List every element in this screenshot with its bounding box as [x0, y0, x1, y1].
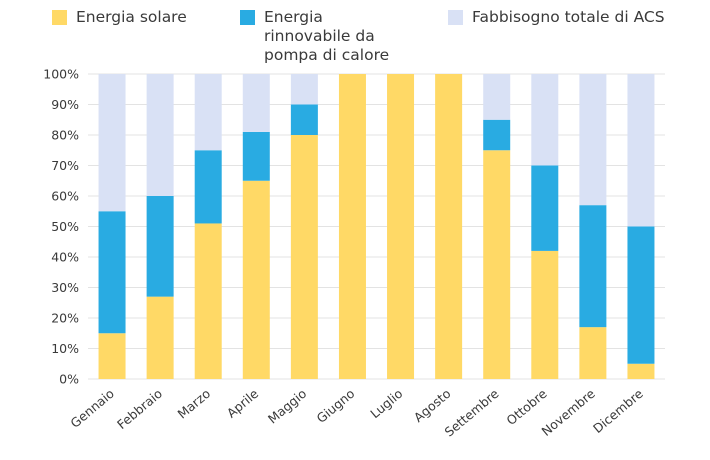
- bar-segment-heat-pump: [627, 226, 655, 364]
- bar-segment-solar: [194, 223, 222, 379]
- bar-segment-total: [242, 74, 270, 132]
- bar-segment-solar: [146, 296, 174, 379]
- bar-segment-total: [579, 74, 607, 206]
- bar-segment-heat-pump: [531, 165, 559, 251]
- legend-swatch-total: [448, 10, 463, 25]
- legend-item-total: Fabbisogno totale di ACS: [448, 8, 665, 27]
- bar-segment-heat-pump: [242, 131, 270, 181]
- bar-segment-solar: [98, 333, 126, 379]
- bar-segment-heat-pump: [579, 205, 607, 328]
- x-tick-label: Aprile: [224, 386, 262, 421]
- bar-segment-total: [290, 74, 318, 105]
- y-tick-label: 10%: [51, 341, 79, 356]
- bar-segment-solar: [531, 250, 559, 379]
- x-tick-label: Novembre: [539, 386, 598, 439]
- legend-swatch-solar: [52, 10, 67, 25]
- x-tick-label: Ottobre: [503, 386, 549, 428]
- y-tick-label: 60%: [51, 189, 79, 204]
- y-tick-label: 30%: [51, 280, 79, 295]
- bar-segment-total: [98, 74, 126, 212]
- legend-label-heat-pump: Energia rinnovabile da pompa di calore: [264, 8, 390, 64]
- legend-item-heat-pump: Energia rinnovabile da pompa di calore: [240, 8, 414, 65]
- x-tick-label: Agosto: [411, 386, 454, 425]
- bar-segment-solar: [579, 327, 607, 379]
- x-tick-label: Settembre: [442, 386, 502, 440]
- x-tick-label: Giugno: [314, 386, 358, 426]
- bar-segment-heat-pump: [194, 150, 222, 224]
- bar-segment-total: [146, 74, 174, 196]
- y-tick-label: 100%: [43, 67, 79, 82]
- bar-segment-heat-pump: [290, 104, 318, 135]
- bar-segment-solar: [290, 135, 318, 379]
- bar-segment-solar: [483, 150, 511, 379]
- y-tick-label: 80%: [51, 128, 79, 143]
- legend-label-solar: Energia solare: [76, 8, 187, 26]
- bar-segment-solar: [387, 74, 415, 379]
- bar-segment-total: [627, 74, 655, 227]
- x-tick-label: Dicembre: [590, 386, 646, 436]
- y-tick-label: 40%: [51, 250, 79, 265]
- legend-item-solar: Energia solare: [52, 8, 187, 27]
- y-tick-label: 70%: [51, 158, 79, 173]
- bar-segment-total: [194, 74, 222, 151]
- bar-segment-solar: [338, 74, 366, 379]
- x-tick-label: Febbraio: [114, 386, 165, 432]
- y-tick-label: 0%: [59, 372, 79, 387]
- x-tick-label: Gennaio: [67, 386, 116, 431]
- bar-segment-heat-pump: [146, 196, 174, 297]
- bar-segment-solar: [627, 363, 655, 379]
- x-tick-label: Luglio: [367, 386, 405, 421]
- legend-label-total: Fabbisogno totale di ACS: [472, 8, 665, 26]
- y-tick-label: 20%: [51, 311, 79, 326]
- bar-segment-heat-pump: [98, 211, 126, 334]
- x-tick-label: Maggio: [265, 386, 309, 427]
- bar-segment-heat-pump: [483, 119, 511, 151]
- x-tick-label: Marzo: [175, 386, 214, 422]
- bar-segment-total: [531, 74, 559, 166]
- y-tick-label: 50%: [51, 219, 79, 234]
- y-tick-label: 90%: [51, 97, 79, 112]
- bar-segment-total: [483, 74, 511, 120]
- legend-swatch-heat-pump: [240, 10, 255, 25]
- bar-segment-solar: [435, 74, 463, 379]
- bar-segment-solar: [242, 180, 270, 379]
